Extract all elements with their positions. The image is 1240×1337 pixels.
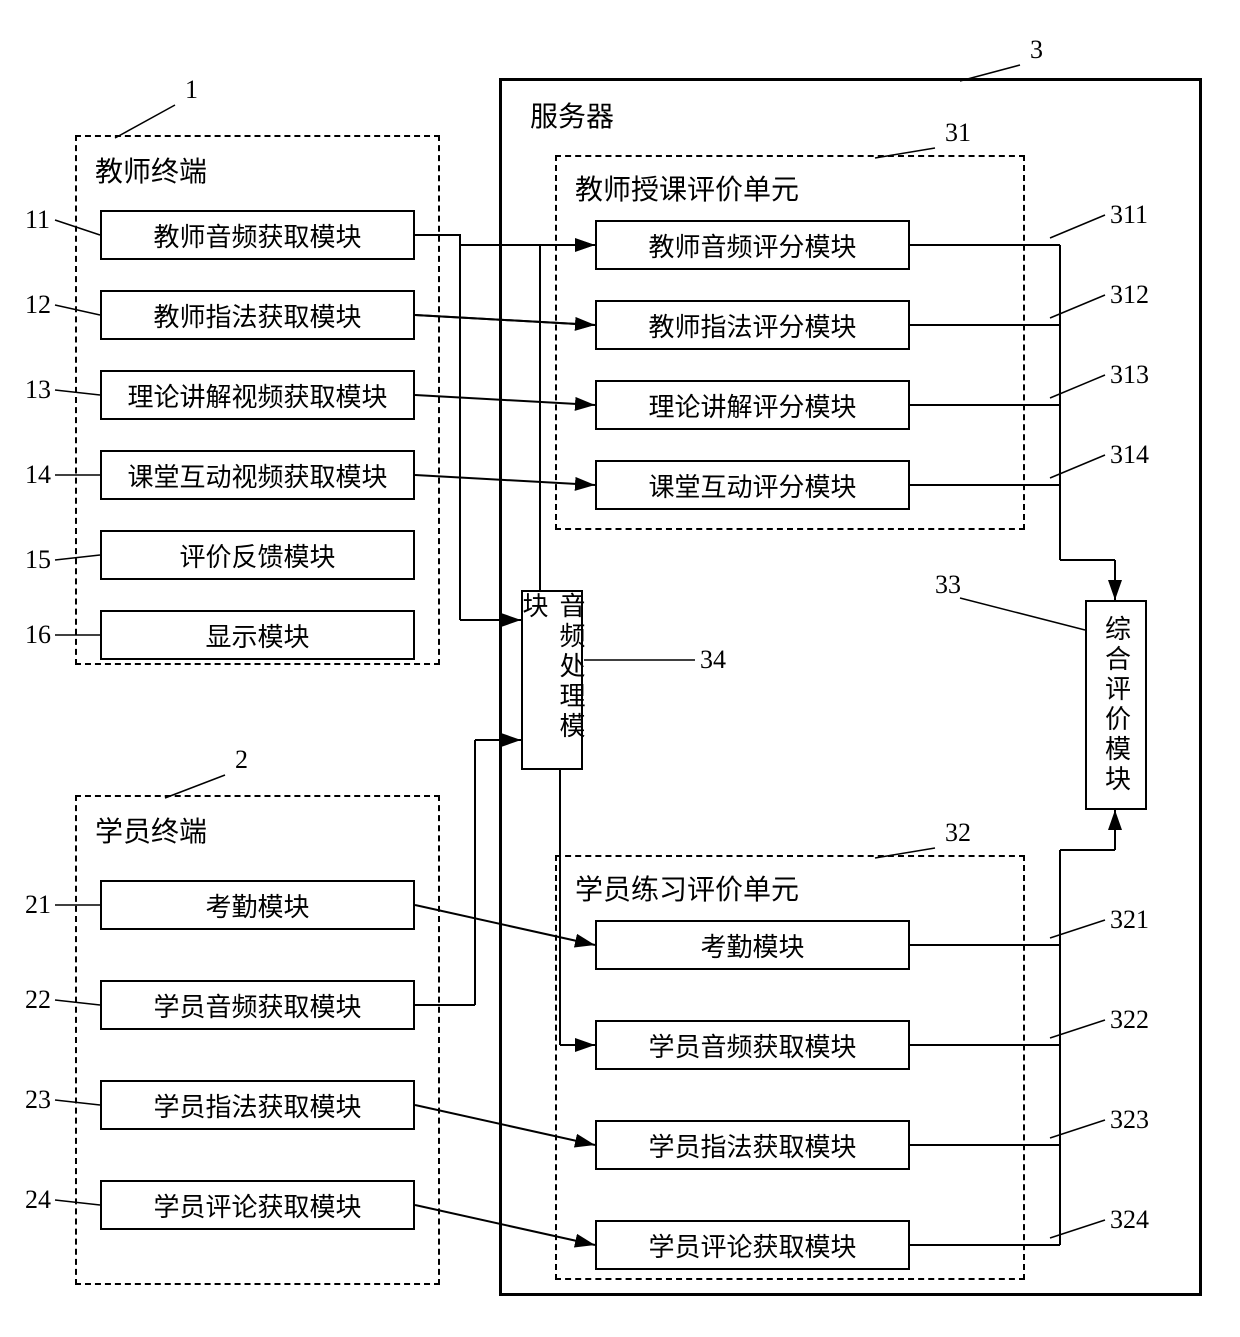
- module-21: 考勤模块: [100, 880, 415, 930]
- num-32: 32: [945, 818, 971, 848]
- module-14: 课堂互动视频获取模块: [100, 450, 415, 500]
- module-11-label: 教师音频获取模块: [153, 217, 361, 254]
- module-21-label: 考勤模块: [205, 887, 309, 924]
- teacher-eval-unit-title: 教师授课评价单元: [575, 168, 799, 208]
- num-2: 2: [235, 745, 248, 775]
- num-11: 11: [25, 205, 50, 235]
- num-311: 311: [1110, 200, 1148, 230]
- module-23-label: 学员指法获取模块: [153, 1087, 361, 1124]
- module-12: 教师指法获取模块: [100, 290, 415, 340]
- module-15-label: 评价反馈模块: [179, 537, 335, 574]
- module-12-label: 教师指法获取模块: [153, 297, 361, 334]
- audio-processing-module: 音频处理模块: [521, 590, 583, 770]
- num-21: 21: [25, 890, 51, 920]
- module-24-label: 学员评论获取模块: [153, 1187, 361, 1224]
- module-22-label: 学员音频获取模块: [153, 987, 361, 1024]
- num-322: 322: [1110, 1005, 1149, 1035]
- module-11: 教师音频获取模块: [100, 210, 415, 260]
- num-323: 323: [1110, 1105, 1149, 1135]
- num-3: 3: [1030, 35, 1043, 65]
- num-313: 313: [1110, 360, 1149, 390]
- module-15: 评价反馈模块: [100, 530, 415, 580]
- teacher-terminal-title: 教师终端: [95, 150, 207, 190]
- num-31: 31: [945, 118, 971, 148]
- module-323-label: 学员指法获取模块: [648, 1127, 856, 1164]
- module-313-label: 理论讲解评分模块: [648, 387, 856, 424]
- module-13-label: 理论讲解视频获取模块: [127, 377, 387, 414]
- module-16: 显示模块: [100, 610, 415, 660]
- module-16-label: 显示模块: [205, 617, 309, 654]
- student-eval-unit-title: 学员练习评价单元: [575, 868, 799, 908]
- module-323: 学员指法获取模块: [595, 1120, 910, 1170]
- num-324: 324: [1110, 1205, 1149, 1235]
- audio-processing-label: 音频处理模块: [515, 592, 589, 768]
- module-311: 教师音频评分模块: [595, 220, 910, 270]
- num-24: 24: [25, 1185, 51, 1215]
- num-12: 12: [25, 290, 51, 320]
- module-314-label: 课堂互动评分模块: [648, 467, 856, 504]
- num-15: 15: [25, 545, 51, 575]
- module-311-label: 教师音频评分模块: [648, 227, 856, 264]
- module-24: 学员评论获取模块: [100, 1180, 415, 1230]
- module-321-label: 考勤模块: [700, 927, 804, 964]
- module-324: 学员评论获取模块: [595, 1220, 910, 1270]
- module-14-label: 课堂互动视频获取模块: [127, 457, 387, 494]
- comprehensive-eval-label: 综合评价模块: [1098, 615, 1135, 795]
- module-322-label: 学员音频获取模块: [648, 1027, 856, 1064]
- num-1: 1: [185, 75, 198, 105]
- module-321: 考勤模块: [595, 920, 910, 970]
- module-312-label: 教师指法评分模块: [648, 307, 856, 344]
- num-22: 22: [25, 985, 51, 1015]
- num-312: 312: [1110, 280, 1149, 310]
- num-321: 321: [1110, 905, 1149, 935]
- comprehensive-eval-module: 综合评价模块: [1085, 600, 1147, 810]
- module-314: 课堂互动评分模块: [595, 460, 910, 510]
- num-34: 34: [700, 645, 726, 675]
- module-324-label: 学员评论获取模块: [648, 1227, 856, 1264]
- module-322: 学员音频获取模块: [595, 1020, 910, 1070]
- num-13: 13: [25, 375, 51, 405]
- num-314: 314: [1110, 440, 1149, 470]
- num-14: 14: [25, 460, 51, 490]
- module-23: 学员指法获取模块: [100, 1080, 415, 1130]
- num-23: 23: [25, 1085, 51, 1115]
- module-313: 理论讲解评分模块: [595, 380, 910, 430]
- module-22: 学员音频获取模块: [100, 980, 415, 1030]
- student-terminal-title: 学员终端: [95, 810, 207, 850]
- module-312: 教师指法评分模块: [595, 300, 910, 350]
- server-title: 服务器: [530, 95, 614, 135]
- num-16: 16: [25, 620, 51, 650]
- num-33: 33: [935, 570, 961, 600]
- module-13: 理论讲解视频获取模块: [100, 370, 415, 420]
